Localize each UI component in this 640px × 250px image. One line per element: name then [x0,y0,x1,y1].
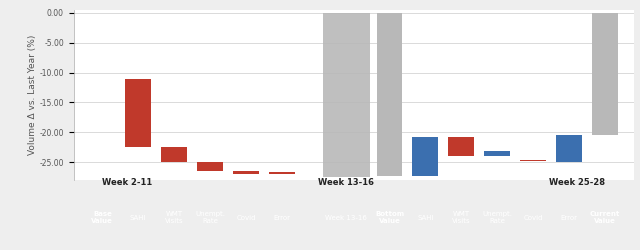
Text: Week 13-16: Week 13-16 [326,214,367,220]
Text: Base
Value: Base Value [92,211,113,224]
Text: Unempt.
Rate: Unempt. Rate [482,211,512,224]
Text: Error: Error [561,214,577,220]
Text: Unempt.
Rate: Unempt. Rate [195,211,225,224]
Text: Week 13-16: Week 13-16 [319,178,374,187]
Y-axis label: Volume Δ vs. Last Year (%): Volume Δ vs. Last Year (%) [28,35,36,155]
Bar [197,162,223,171]
Bar [376,13,403,176]
Text: Current
Value: Current Value [589,211,620,224]
Bar [269,172,295,174]
Bar [449,137,474,156]
Text: Error: Error [273,214,291,220]
Text: Covid: Covid [524,214,543,220]
Bar [556,135,582,162]
Text: WMT
Visits: WMT Visits [452,211,470,224]
Bar [125,78,151,147]
Bar [484,151,510,156]
Text: SAHI: SAHI [130,214,147,220]
Text: Week 2-11: Week 2-11 [102,178,152,187]
Bar [520,160,546,161]
Bar [161,147,187,162]
Text: Week 25-28: Week 25-28 [549,178,605,187]
Text: SAHI: SAHI [417,214,434,220]
Bar [323,13,370,177]
Bar [412,137,438,176]
Text: WMT
Visits: WMT Visits [165,211,184,224]
Text: Covid: Covid [236,214,255,220]
Bar [592,13,618,135]
Text: Bottom
Value: Bottom Value [375,211,404,224]
Bar [233,171,259,174]
